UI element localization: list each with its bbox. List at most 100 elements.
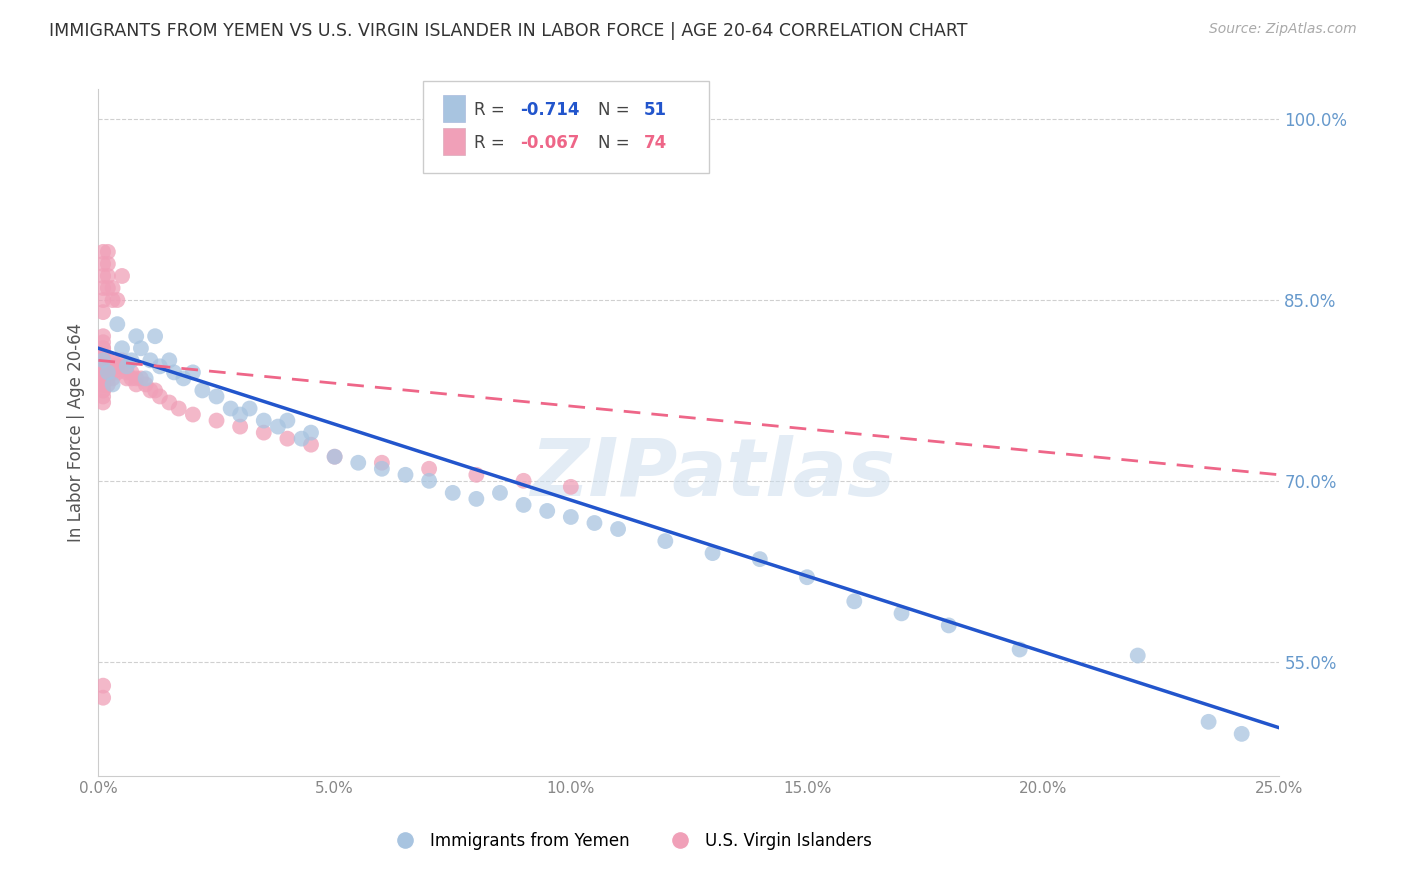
Point xyxy=(91,341,114,355)
Point xyxy=(583,516,606,530)
Text: R =: R = xyxy=(474,101,510,119)
Point xyxy=(125,377,148,392)
Point xyxy=(101,359,124,374)
Text: -0.067: -0.067 xyxy=(520,134,579,152)
Text: IMMIGRANTS FROM YEMEN VS U.S. VIRGIN ISLANDER IN LABOR FORCE | AGE 20-64 CORRELA: IMMIGRANTS FROM YEMEN VS U.S. VIRGIN ISL… xyxy=(49,22,967,40)
Point xyxy=(844,594,866,608)
Point xyxy=(143,384,166,398)
Point xyxy=(229,419,252,434)
Point xyxy=(111,268,134,283)
Point xyxy=(219,401,242,416)
Point xyxy=(163,365,186,379)
Point xyxy=(239,401,262,416)
Point xyxy=(890,607,912,621)
Point xyxy=(91,365,114,379)
Point xyxy=(1126,648,1149,663)
Point xyxy=(299,438,322,452)
Point xyxy=(149,389,172,403)
Point xyxy=(97,371,120,385)
Point xyxy=(97,365,120,379)
Text: N =: N = xyxy=(598,134,634,152)
Point xyxy=(205,389,228,403)
Point xyxy=(101,365,124,379)
Point xyxy=(91,359,114,374)
Point xyxy=(139,384,162,398)
Point xyxy=(105,317,128,331)
Point xyxy=(91,377,114,392)
Text: 51: 51 xyxy=(644,101,666,119)
Point xyxy=(91,293,114,307)
Point xyxy=(97,268,120,283)
Point xyxy=(796,570,818,584)
Point xyxy=(560,510,582,524)
Point xyxy=(91,389,114,403)
Point xyxy=(441,486,464,500)
Point xyxy=(323,450,346,464)
Point xyxy=(253,425,276,440)
Point xyxy=(111,341,134,355)
Point xyxy=(167,401,190,416)
Point xyxy=(172,371,194,385)
Point xyxy=(323,450,346,464)
Point xyxy=(101,377,124,392)
Point xyxy=(418,474,440,488)
Point xyxy=(97,365,120,379)
Point xyxy=(125,371,148,385)
Point xyxy=(418,462,440,476)
Point xyxy=(139,353,162,368)
Point xyxy=(91,281,114,295)
Point xyxy=(97,244,120,259)
Point xyxy=(1230,727,1253,741)
Point xyxy=(91,335,114,350)
Point xyxy=(91,384,114,398)
Point xyxy=(91,353,114,368)
Point xyxy=(489,486,512,500)
Point xyxy=(181,365,204,379)
Point xyxy=(115,359,138,374)
Point xyxy=(101,281,124,295)
Point xyxy=(205,413,228,427)
Point xyxy=(267,419,290,434)
Point xyxy=(276,413,298,427)
Point xyxy=(91,359,114,374)
Text: Source: ZipAtlas.com: Source: ZipAtlas.com xyxy=(1209,22,1357,37)
Text: ZIPatlas: ZIPatlas xyxy=(530,434,896,513)
Point xyxy=(229,408,252,422)
Text: R =: R = xyxy=(474,134,510,152)
Point xyxy=(536,504,558,518)
Point xyxy=(135,371,157,385)
Point xyxy=(938,618,960,632)
Point xyxy=(91,353,114,368)
Point xyxy=(129,341,152,355)
Point xyxy=(290,432,312,446)
Text: -0.714: -0.714 xyxy=(520,101,579,119)
Point xyxy=(97,353,120,368)
Point xyxy=(276,432,298,446)
Point xyxy=(191,384,214,398)
Point xyxy=(97,359,120,374)
Point xyxy=(149,359,172,374)
Point xyxy=(115,371,138,385)
Point xyxy=(253,413,276,427)
Point xyxy=(512,498,534,512)
Point xyxy=(101,293,124,307)
Point xyxy=(97,377,120,392)
Point xyxy=(91,341,114,355)
Point xyxy=(157,395,180,409)
Point xyxy=(115,365,138,379)
Point xyxy=(91,353,114,368)
Point xyxy=(91,244,114,259)
Point xyxy=(121,365,143,379)
Point xyxy=(91,353,114,368)
Point xyxy=(91,371,114,385)
Point xyxy=(181,408,204,422)
Point xyxy=(465,491,488,506)
Point xyxy=(91,679,114,693)
Point xyxy=(299,425,322,440)
Point xyxy=(347,456,370,470)
Text: 74: 74 xyxy=(644,134,668,152)
Point xyxy=(121,353,143,368)
Point xyxy=(1198,714,1220,729)
Point xyxy=(101,371,124,385)
Point xyxy=(654,534,676,549)
